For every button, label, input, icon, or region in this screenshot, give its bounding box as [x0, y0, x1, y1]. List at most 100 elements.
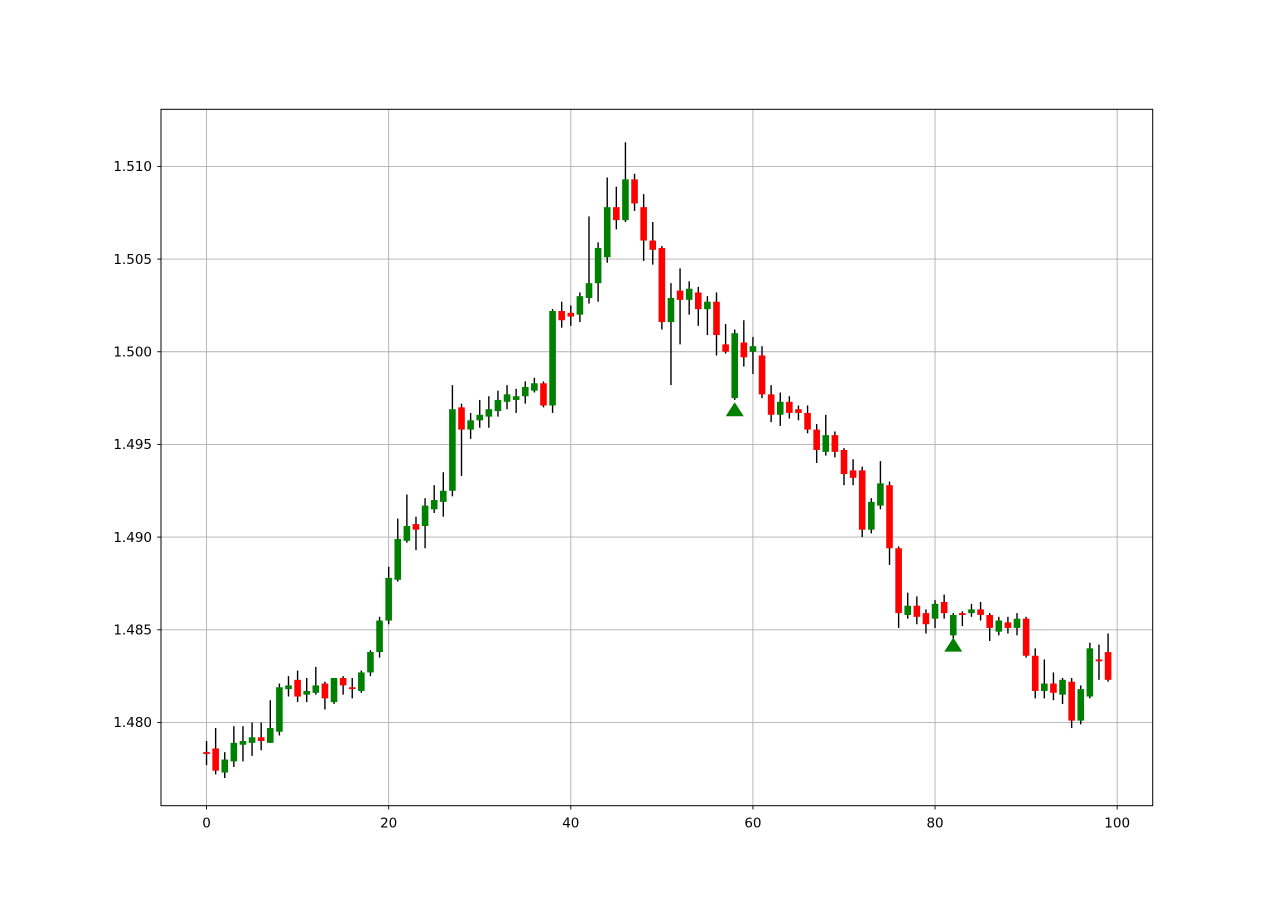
candle-body-up [230, 742, 238, 762]
candle-body-down [676, 290, 684, 300]
candle-body-down [922, 613, 930, 625]
candle-body-up [877, 483, 884, 506]
candle-body-up [312, 685, 320, 693]
candle-body-up [303, 690, 311, 695]
candle-body-up [485, 409, 493, 417]
candle-body-down [767, 394, 775, 415]
candle-body-up [394, 538, 402, 580]
candle-body-up [531, 383, 538, 391]
candle-body-down [1050, 683, 1057, 693]
candle-body-down [959, 613, 966, 615]
x-tick-label: 20 [380, 816, 397, 832]
y-tick-label: 1.500 [113, 344, 152, 360]
candle-body-down [886, 485, 893, 549]
candle-body-down [858, 470, 866, 530]
candle-body-up [594, 247, 602, 284]
candle-body-up [822, 435, 830, 452]
candle-body-down [986, 614, 993, 628]
candle-body-up [367, 652, 374, 673]
candle-body-up [776, 401, 784, 415]
candle-body-down [977, 609, 984, 615]
candle-body-down [294, 679, 301, 697]
x-tick-label: 100 [1104, 816, 1130, 832]
candle-body-up [521, 386, 529, 397]
x-tick-label: 60 [744, 816, 761, 832]
candle-body-down [713, 301, 720, 336]
candle-body-up [622, 179, 629, 221]
candle-body-down [1031, 655, 1039, 691]
candle-body-down [257, 737, 265, 742]
candle-body-down [758, 355, 766, 395]
candle-body-up [358, 672, 365, 691]
candle-body-down [203, 752, 210, 754]
axes-spines [160, 108, 1154, 807]
candle-body-down [321, 683, 329, 699]
candle-body-down [895, 548, 902, 614]
candle-body-down [813, 429, 820, 450]
candle-body-up [449, 409, 456, 491]
candle-body-down [613, 207, 620, 221]
candle-body-down [849, 470, 857, 478]
candle-body-up [931, 603, 939, 619]
candle-body-up [1059, 679, 1066, 695]
candle-body-down [649, 240, 657, 250]
candle-body-up [585, 283, 593, 298]
candle-body-up [430, 500, 438, 510]
candle-body-down [631, 179, 638, 204]
candle-body-down [540, 383, 547, 406]
candle-body-up [968, 609, 975, 614]
candle-body-up [285, 685, 292, 690]
candle-body-down [722, 344, 729, 352]
x-tick-label: 0 [202, 816, 211, 832]
plot-area [161, 109, 1153, 806]
candle-body-up [221, 759, 229, 773]
candle-body-down [1095, 659, 1103, 662]
candle-body-down [640, 207, 647, 241]
candle-body-up [904, 605, 912, 615]
candle-body-down [567, 312, 575, 317]
candle-body-down [412, 524, 420, 530]
y-tick-label: 1.510 [113, 159, 152, 175]
candle-body-down [804, 412, 811, 430]
candle-body-up [385, 577, 392, 621]
candle-body-down [831, 435, 839, 452]
candle-body-up [549, 310, 556, 406]
candle-body-up [1086, 648, 1094, 697]
candle-body-down [795, 409, 802, 413]
buy-signal-marker [944, 637, 963, 652]
candle-body-down [458, 407, 465, 430]
x-tick-label: 40 [562, 816, 579, 832]
candle-body-up [603, 207, 611, 258]
y-tick-label: 1.490 [113, 530, 152, 546]
candle-body-up [239, 741, 247, 745]
candle-body-up [512, 396, 520, 400]
y-tick-label: 1.485 [113, 622, 152, 638]
candle-body-up [1077, 689, 1085, 721]
candle-body-up [476, 414, 484, 421]
candle-body-up [667, 297, 675, 323]
candle-body-up [266, 728, 274, 743]
candle-body-down [913, 605, 921, 617]
candle-body-up [685, 288, 693, 300]
candle-body-up [440, 490, 447, 502]
candle-body-down [339, 677, 347, 686]
candle-body-up [376, 620, 383, 653]
candle-body-up [704, 301, 711, 310]
candle-body-down [1068, 681, 1075, 721]
candle-body-up [330, 677, 338, 703]
candle-body-up [467, 420, 474, 430]
candle-body-up [1041, 683, 1048, 691]
candle-body-up [731, 333, 739, 399]
x-tick-label: 80 [926, 816, 943, 832]
candle-body-up [421, 505, 429, 526]
candle-body-down [658, 247, 666, 323]
candle-body-down [740, 342, 748, 358]
candle-body-down [212, 748, 219, 771]
candle-body-down [348, 687, 356, 690]
candle-body-up [749, 346, 757, 352]
candle-body-up [494, 399, 502, 412]
candle-body-down [1022, 618, 1030, 656]
candle-body-down [558, 310, 565, 321]
candle-body-down [840, 449, 848, 475]
